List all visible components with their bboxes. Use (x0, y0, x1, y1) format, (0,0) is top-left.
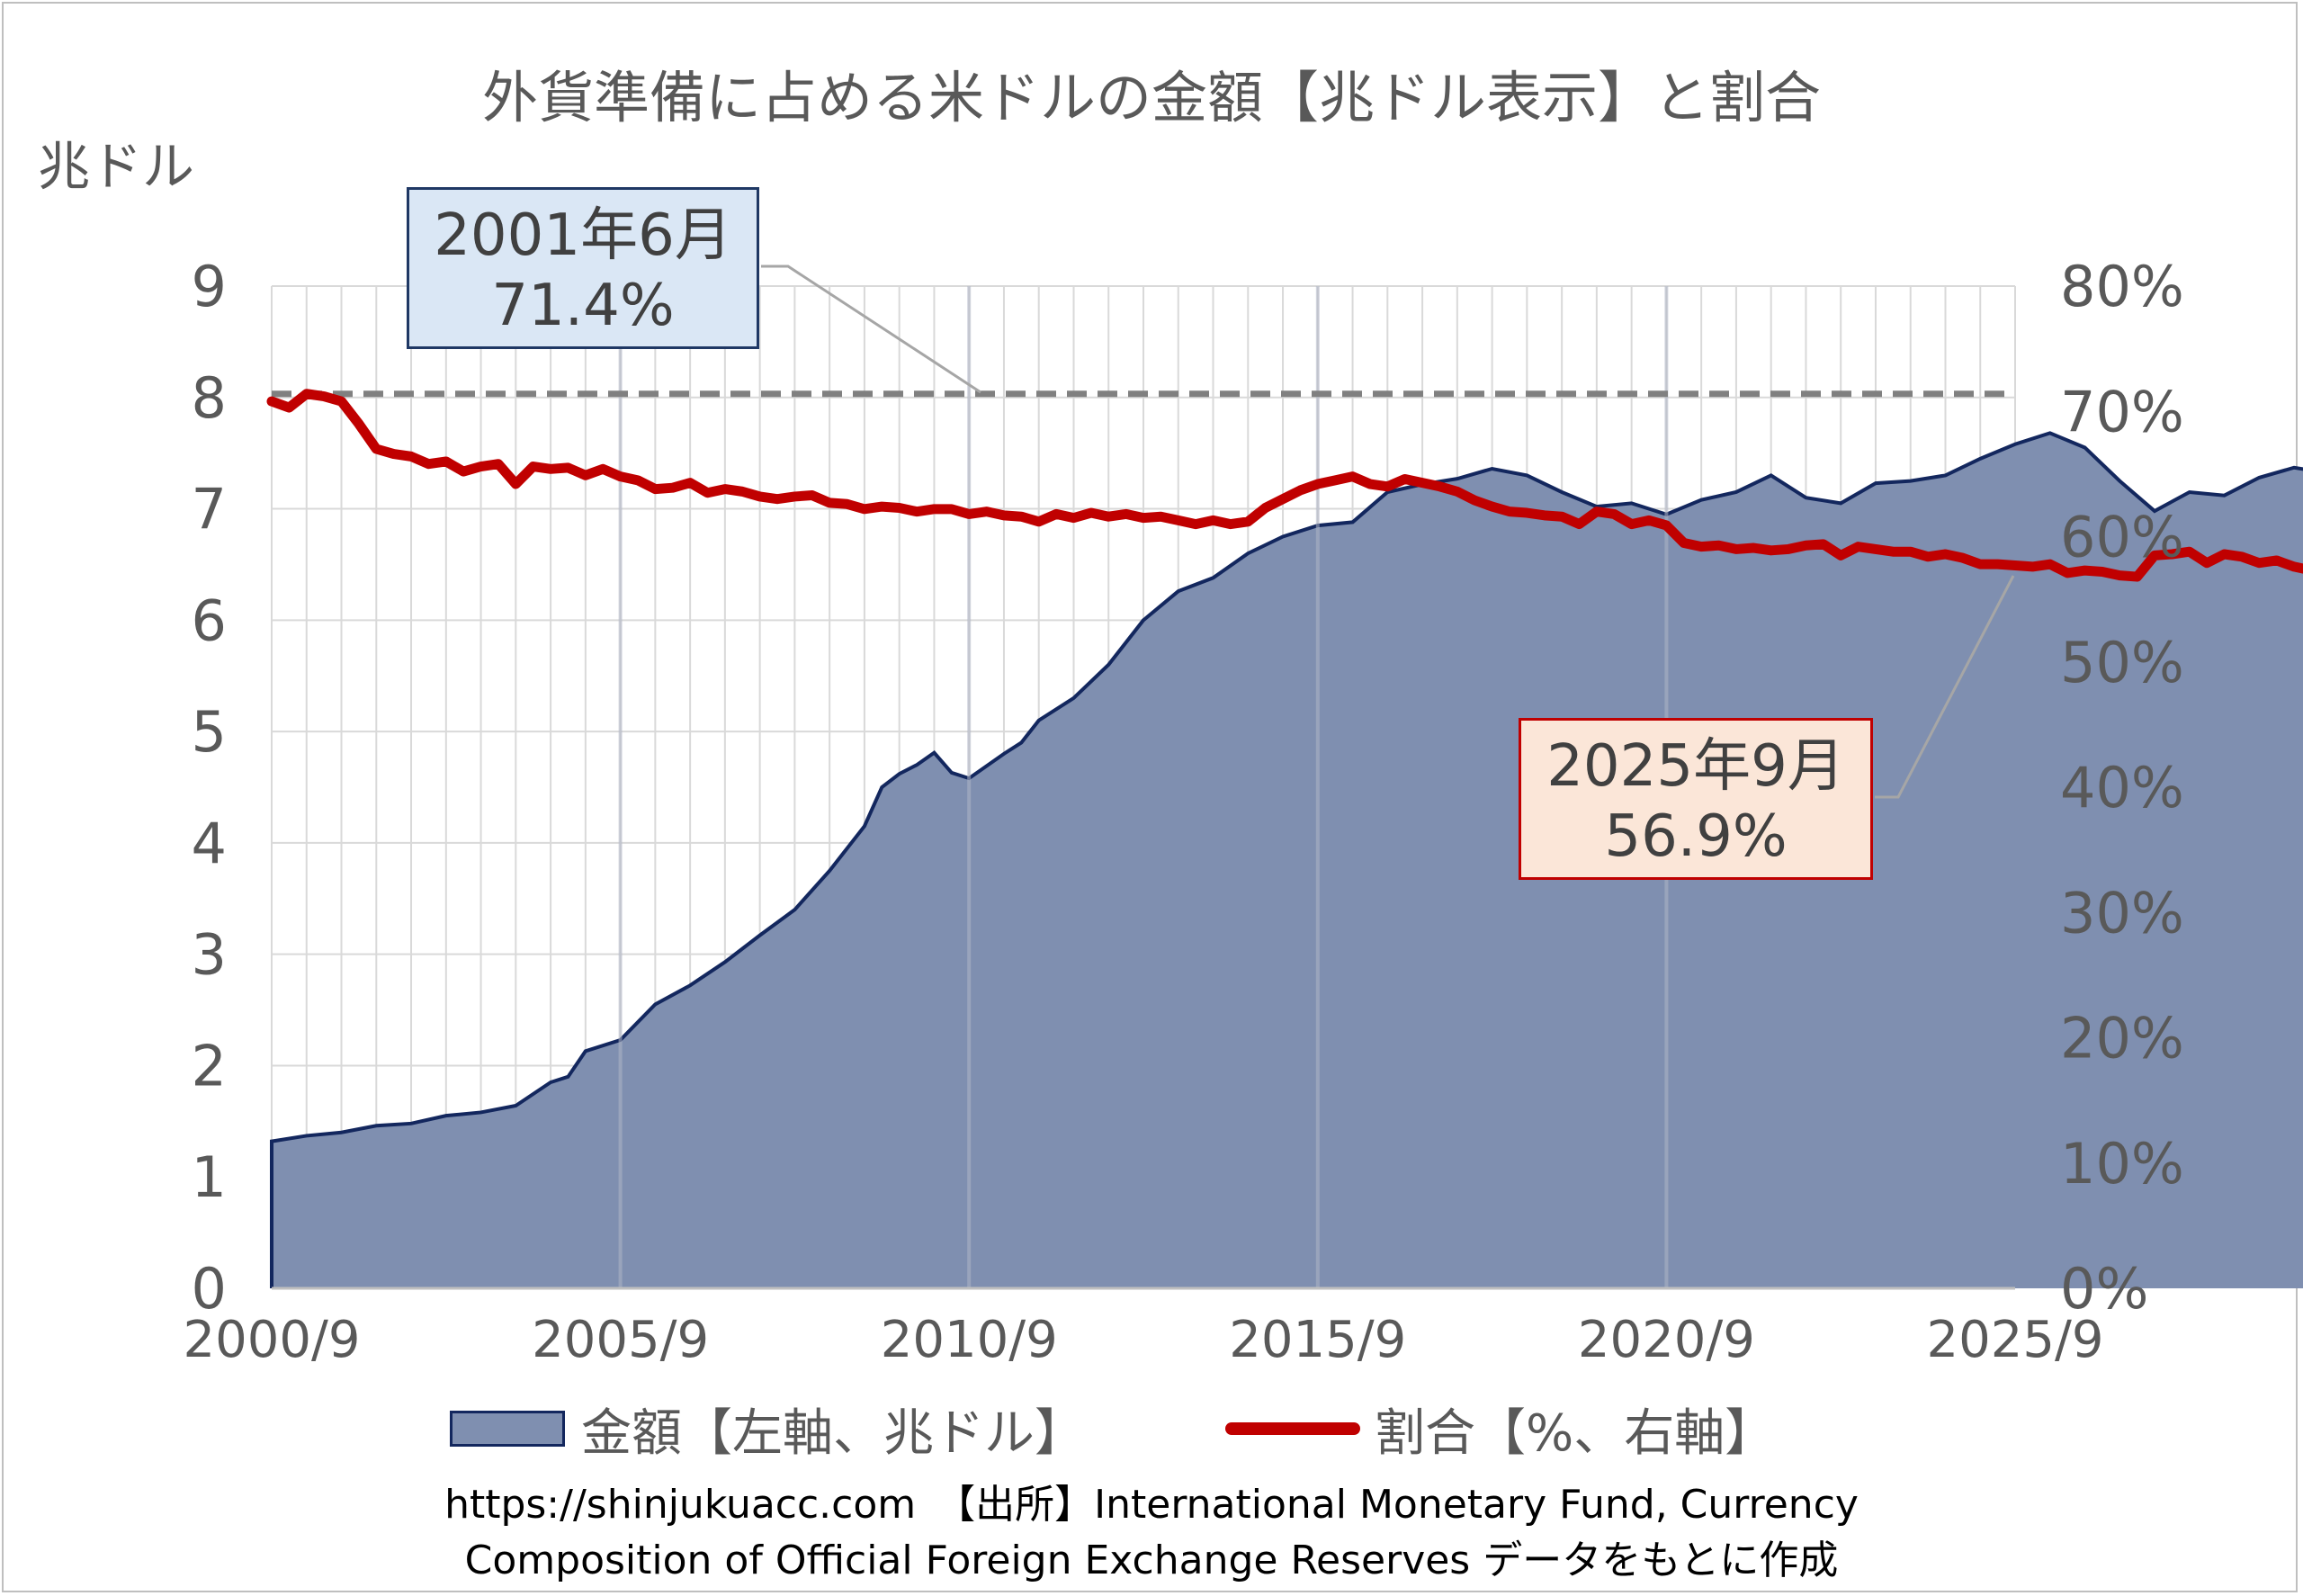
callout-2001-value: 71.4% (491, 273, 675, 339)
callout-2025-date: 2025年9月 (1546, 733, 1845, 800)
x-axis-tick-label: 2015/9 (1229, 1311, 1406, 1369)
legend-line-swatch (1225, 1422, 1360, 1435)
callout-2025-september: 2025年9月 56.9% (1519, 718, 1873, 880)
right-axis-tick-label: 20% (2060, 1006, 2184, 1071)
callout-2025-value: 56.9% (1604, 803, 1788, 870)
right-axis-tick-label: 30% (2060, 880, 2184, 946)
legend-item-amount: 金額【左軸、兆ドル】 (450, 1402, 1085, 1463)
right-axis-tick-label: 70% (2060, 379, 2184, 444)
left-axis-tick-label: 6 (192, 587, 227, 653)
x-axis-tick-label: 2000/9 (183, 1311, 360, 1369)
right-axis-tick-label: 60% (2060, 505, 2184, 570)
callout-2001-june: 2001年6月 71.4% (407, 187, 759, 349)
footer-source-line-2: Composition of Official Foreign Exchange… (464, 1538, 1839, 1583)
legend-item-share: 割合【%、右軸】 (1225, 1402, 1775, 1463)
x-axis-tick-label: 2020/9 (1578, 1311, 1755, 1369)
left-axis-tick-label: 0 (192, 1256, 227, 1322)
left-axis-tick-label: 1 (192, 1144, 227, 1210)
footer-source-line-1: https://shinjukuacc.com 【出所】Internationa… (444, 1482, 1859, 1528)
left-axis-tick-label: 3 (192, 922, 227, 988)
left-axis-unit-label: 兆ドル (38, 136, 195, 197)
right-axis-tick-label: 40% (2060, 755, 2184, 820)
right-axis-tick-label: 0% (2060, 1256, 2148, 1322)
left-axis-tick-label: 7 (192, 477, 227, 542)
left-axis-tick-label: 2 (192, 1033, 227, 1098)
share-line (266, 389, 2303, 582)
amount-area-fill (272, 433, 2303, 1288)
chart-title: 外貨準備に占める米ドルの金額【兆ドル表示】と割合 (481, 65, 1821, 130)
amount-area-outline (270, 431, 2303, 1288)
right-axis-tick-label: 10% (2060, 1131, 2184, 1197)
x-axis-tick-label: 2005/9 (532, 1311, 709, 1369)
left-axis-tick-label: 9 (192, 254, 227, 319)
left-axis-tick-label: 8 (192, 365, 227, 431)
callout-2001-leader (761, 265, 981, 394)
x-axis-tick-label: 2025/9 (1926, 1311, 2103, 1369)
left-axis-tick-label: 5 (192, 699, 227, 765)
legend-amount-label: 金額【左軸、兆ドル】 (581, 1403, 1085, 1463)
left-axis-tick-label: 4 (192, 811, 227, 876)
callout-2001-date: 2001年6月 (434, 202, 732, 269)
callout-2025-leader (1875, 575, 2015, 799)
legend-share-label: 割合【%、右軸】 (1375, 1403, 1776, 1463)
x-axis-tick-label: 2010/9 (881, 1311, 1058, 1369)
right-axis-tick-label: 80% (2060, 254, 2184, 319)
right-axis-tick-label: 50% (2060, 630, 2184, 695)
legend-area-swatch (450, 1411, 565, 1447)
